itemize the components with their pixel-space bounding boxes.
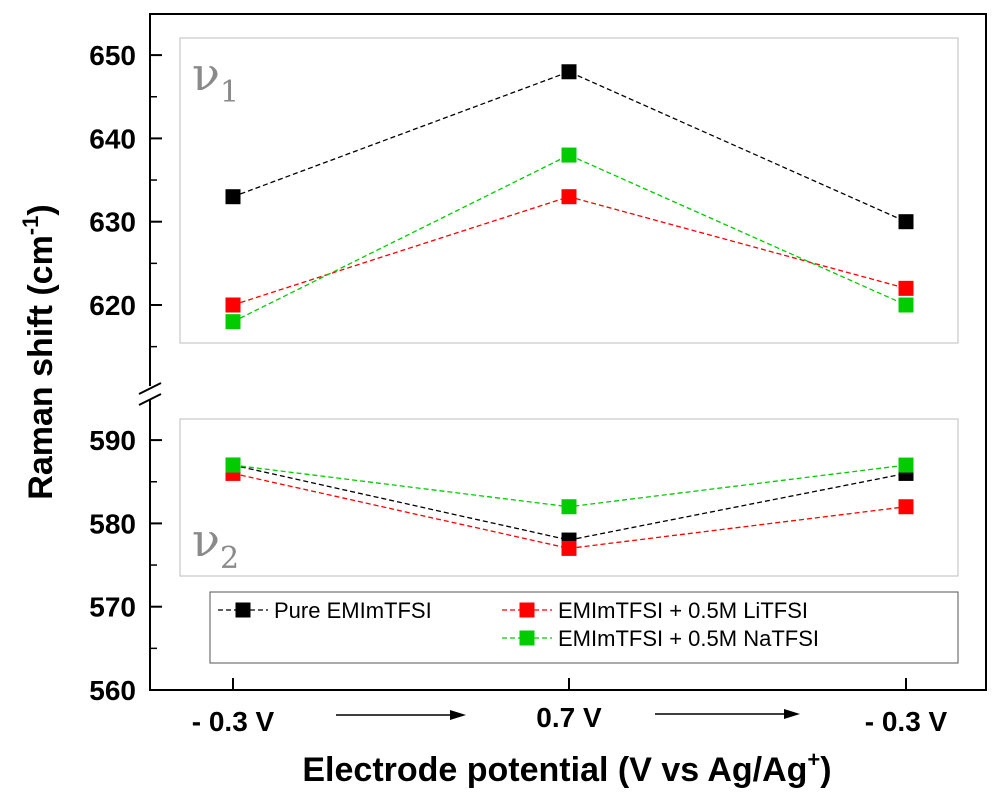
panel-v2-box xyxy=(179,418,959,577)
data-point-v2 xyxy=(898,499,914,515)
panel-v1-label: ν1 xyxy=(192,47,239,110)
plot-frame xyxy=(149,13,987,691)
series-line-v1 xyxy=(232,154,907,323)
y-axis-title: Raman shift (cm-1) xyxy=(18,204,60,499)
y-tick-label: 560 xyxy=(89,675,136,706)
legend-label: Pure EMImTFSI xyxy=(274,598,432,623)
y-tick-label: 630 xyxy=(89,207,136,238)
data-point-v2 xyxy=(225,457,241,473)
legend-box xyxy=(209,591,959,664)
legend-label: EMImTFSI + 0.5M LiTFSI xyxy=(558,598,808,623)
x-tick-label-2: - 0.3 V xyxy=(865,706,948,737)
legend-marker xyxy=(519,602,535,618)
x-axis-title: Electrode potential (V vs Ag/Ag+) xyxy=(302,747,831,789)
y-tick-label: 590 xyxy=(89,425,136,456)
y-tick-label: 640 xyxy=(89,123,136,154)
panel-v2-sub: 2 xyxy=(220,541,239,576)
panel-v2-symbol: ν xyxy=(192,513,220,567)
y-tick-label: 650 xyxy=(89,40,136,71)
panel-v1-box xyxy=(179,37,959,344)
panel-v1-sub: 1 xyxy=(220,75,239,110)
series-line-v1 xyxy=(232,71,907,223)
arrow-left xyxy=(336,710,466,720)
y-axis-ticks: 560 570 580 590 620 630 640 650 xyxy=(89,40,162,706)
x-axis-ticks xyxy=(232,678,907,690)
data-point-v1 xyxy=(561,147,577,163)
data-point-v1 xyxy=(225,297,241,313)
data-point-v1 xyxy=(898,214,914,230)
data-point-v1 xyxy=(225,314,241,330)
data-point-v1 xyxy=(561,64,577,80)
data-point-v1 xyxy=(561,189,577,205)
data-point-v1 xyxy=(898,280,914,296)
series-line-v1 xyxy=(232,196,907,306)
series-layer xyxy=(225,64,914,556)
legend-label: EMImTFSI + 0.5M NaTFSI xyxy=(558,626,819,651)
legend: Pure EMImTFSI EMImTFSI + 0.5M LiTFSI EMImT… xyxy=(209,591,959,664)
y-tick-label: 570 xyxy=(89,592,136,623)
data-point-v1 xyxy=(225,189,241,205)
panel-v1-symbol: ν xyxy=(192,47,220,101)
data-point-v2 xyxy=(561,499,577,515)
panel-v2-label: ν2 xyxy=(192,513,239,576)
y-tick-label: 620 xyxy=(89,290,136,321)
legend-marker xyxy=(519,630,535,646)
data-point-v1 xyxy=(898,297,914,313)
y-tick-label: 580 xyxy=(89,508,136,539)
axis-break-mark xyxy=(138,382,162,406)
x-tick-label-1: 0.7 V xyxy=(536,702,602,733)
data-point-v2 xyxy=(561,540,577,556)
arrow-right xyxy=(655,709,800,719)
legend-marker xyxy=(235,602,251,618)
x-tick-label-0: - 0.3 V xyxy=(192,706,275,737)
data-point-v2 xyxy=(898,457,914,473)
